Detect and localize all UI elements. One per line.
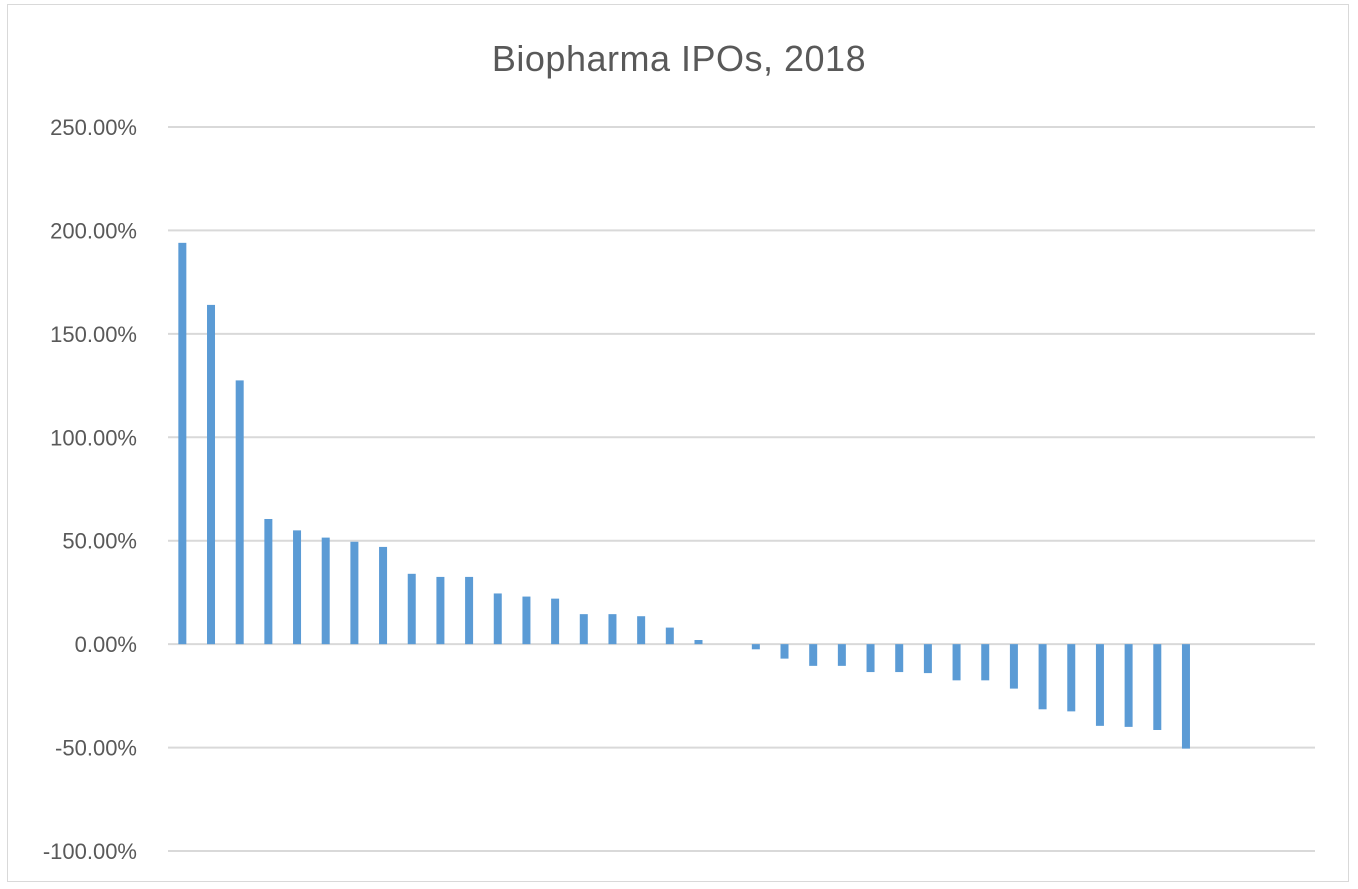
y-tick-label: -50.00%: [55, 736, 137, 761]
bar: [1009, 644, 1018, 689]
bar: [321, 537, 330, 645]
bar: [665, 627, 674, 645]
bar: [350, 541, 359, 645]
bar: [1153, 644, 1162, 730]
bar: [465, 576, 474, 645]
y-axis-tick-labels: 250.00% 200.00% 150.00% 100.00% 50.00% 0.00% -…: [43, 115, 137, 864]
bar: [407, 573, 416, 645]
bar: [522, 596, 531, 645]
y-tick-label: 100.00%: [50, 425, 137, 450]
bar: [895, 644, 904, 673]
bar: [981, 644, 990, 681]
bar: [551, 598, 560, 645]
y-tick-label: 50.00%: [62, 529, 137, 554]
chart-title: Biopharma IPOs, 2018: [491, 38, 867, 79]
bars: [178, 242, 1190, 749]
bar: [608, 614, 617, 645]
bar: [235, 380, 244, 645]
y-tick-label: -100.00%: [43, 839, 137, 864]
bar: [637, 616, 646, 645]
bar: [1124, 644, 1133, 727]
bar: [178, 242, 187, 645]
bar: [751, 644, 760, 650]
gridlines: [168, 126, 1315, 852]
chart-frame: [7, 4, 1349, 882]
bar: [923, 644, 932, 674]
bar: [264, 518, 273, 645]
y-tick-label: 250.00%: [50, 115, 137, 140]
bar: [1067, 644, 1076, 712]
bar: [379, 546, 388, 645]
bar: [952, 644, 961, 681]
bar: [293, 530, 302, 645]
bar: [579, 614, 588, 645]
bar: [1038, 644, 1047, 710]
bar: [1181, 644, 1190, 749]
bar: [436, 576, 445, 645]
bar: [809, 644, 818, 666]
y-tick-label: 0.00%: [75, 632, 137, 657]
bar: [493, 593, 502, 645]
bar: [837, 644, 846, 666]
bar: [207, 304, 216, 645]
bar: [1095, 644, 1104, 726]
y-tick-label: 200.00%: [50, 218, 137, 243]
y-tick-label: 150.00%: [50, 322, 137, 347]
bar: [866, 644, 875, 673]
bar: [780, 644, 789, 659]
bar: [694, 640, 703, 645]
